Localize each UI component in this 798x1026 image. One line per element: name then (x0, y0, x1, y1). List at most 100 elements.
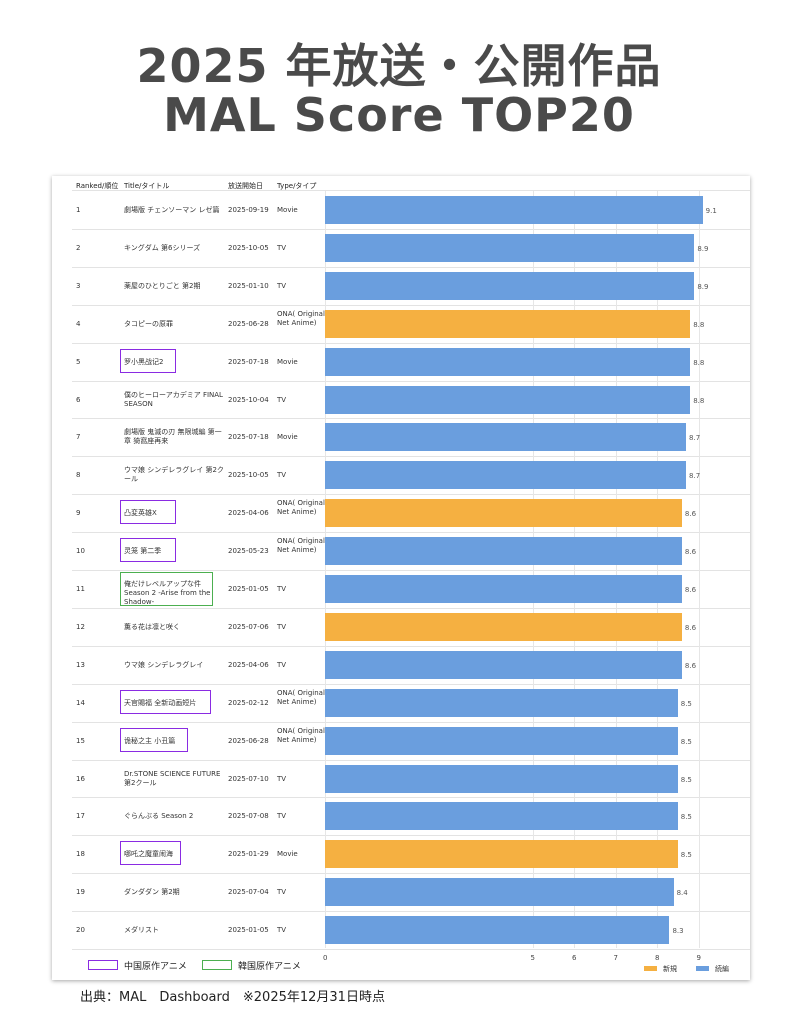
row-divider (72, 304, 750, 306)
legend-sequel-label: 続編 (715, 965, 729, 973)
rank-cell: 17 (76, 812, 85, 821)
header-divider (72, 190, 750, 191)
date-cell: 2025-04-06 (228, 509, 269, 518)
score-bar (325, 916, 670, 945)
score-label: 8.8 (693, 358, 705, 367)
title-cell: 劇場版 鬼滅の刃 無限城編 第一章 猗窩座再来 (124, 428, 222, 446)
table-row: 13 ウマ娘 シンデレラグレイ 2025-04-06 TV (52, 646, 750, 684)
score-bar (325, 878, 674, 907)
score-label: 8.6 (684, 586, 697, 594)
date-cell: 2025-07-06 (228, 622, 269, 631)
score-bar (325, 499, 682, 528)
table-row: 14 天官賜福 全新动画短片 2025-02-12 ONA( Original Net… (52, 684, 750, 722)
row-divider (72, 607, 750, 609)
score-bar (325, 385, 691, 414)
score-bar (325, 612, 682, 641)
table-row: 20 メダリスト 2025-01-05 TV (52, 911, 750, 949)
score-label: 8.9 (697, 244, 709, 253)
x-tick-label: 7 (613, 954, 618, 962)
legend-sequel-swatch (696, 966, 709, 971)
row-divider (72, 721, 750, 723)
date-cell: 2025-07-18 (228, 357, 269, 366)
chinese-origin-highlight (120, 500, 176, 525)
row-divider (72, 494, 750, 496)
type-cell: ONA( Original Net Anime) (277, 688, 325, 706)
rank-cell: 5 (76, 357, 81, 366)
legend-cn-label: 中国原作アニメ (124, 962, 187, 972)
rank-cell: 7 (76, 433, 81, 442)
rank-cell: 1 (76, 206, 81, 214)
score-label: 8.8 (693, 396, 705, 405)
row-divider (72, 759, 750, 761)
table-row: 6 僕のヒーローアカデミア FINAL SEASON 2025-10-04 TV (52, 381, 750, 419)
score-bar (325, 764, 678, 793)
score-bar (325, 575, 682, 603)
date-cell: 2025-10-05 (228, 243, 269, 252)
rank-cell: 9 (76, 509, 81, 518)
title-cell: 诡秘之主 小丑篇 (124, 736, 176, 745)
type-cell: TV (277, 281, 287, 290)
title-cell: 劇場版 チェンソーマン レゼ篇 (124, 206, 220, 214)
date-cell: 2025-05-23 (228, 547, 269, 556)
rank-cell: 3 (76, 281, 81, 290)
title-cell: 灵笼 第二季 (124, 547, 162, 556)
table-row: 4 タコピーの原罪 2025-06-28 ONA( Original Net Anim… (52, 305, 750, 343)
table-row: 12 薫る花は凛と咲く 2025-07-06 TV (52, 608, 750, 646)
title-cell: 薫る花は凛と咲く (124, 622, 180, 631)
date-cell: 2025-01-05 (228, 585, 269, 593)
gridline (615, 191, 617, 948)
type-cell: ONA( Original Net Anime) (277, 309, 325, 327)
score-label: 8.9 (697, 282, 709, 291)
title-cell: ぐらんぶる Season 2 (124, 812, 194, 821)
source-note: 出典：MAL Dashboard ※2025年12月31日時点 (80, 990, 385, 1005)
rank-cell: 12 (76, 622, 85, 631)
korean-origin-highlight (120, 572, 213, 606)
score-bar (325, 688, 678, 717)
type-cell: ONA( Original Net Anime) (277, 726, 325, 744)
row-divider (72, 797, 750, 799)
date-cell: 2025-09-19 (228, 206, 269, 214)
date-cell: 2025-07-04 (228, 888, 269, 897)
legend-new-swatch (644, 966, 657, 971)
type-cell: TV (277, 774, 287, 783)
title-cell: 凸変英雄X (124, 509, 157, 518)
type-cell: TV (277, 243, 287, 252)
type-cell: TV (277, 622, 287, 631)
score-label: 8.5 (680, 699, 692, 708)
rank-cell: 6 (76, 395, 81, 404)
row-divider (72, 380, 750, 382)
score-label: 8.3 (672, 927, 684, 936)
row-divider (72, 456, 750, 458)
score-bar (325, 726, 678, 755)
date-cell: 2025-07-08 (228, 812, 269, 821)
row-divider (72, 949, 750, 950)
type-cell: TV (277, 926, 287, 935)
rank-cell: 2 (76, 243, 81, 252)
score-label: 8.6 (684, 548, 697, 557)
title-cell: ウマ娘 シンデレラグレイ 第2クール (124, 466, 224, 484)
row-divider (72, 342, 750, 344)
type-cell: Movie (277, 850, 298, 859)
type-cell: Movie (277, 206, 298, 214)
chinese-origin-highlight (120, 841, 181, 866)
title-cell: タコピーの原罪 (124, 319, 173, 328)
header-type: Type/タイプ (277, 182, 317, 190)
x-tick-label: 5 (530, 954, 535, 962)
rank-cell: 14 (76, 698, 85, 707)
x-tick-label: 8 (655, 954, 660, 962)
title-cell: 僕のヒーローアカデミア FINAL SEASON (124, 390, 223, 408)
date-cell: 2025-06-28 (228, 736, 269, 745)
chinese-origin-highlight (120, 538, 176, 563)
title-cell: 哪吒之魔童闹海 (124, 850, 173, 859)
score-label: 8.7 (689, 434, 701, 443)
legend-new-label: 新規 (663, 965, 677, 973)
gridline (574, 191, 575, 948)
ranking-table-chart: Ranked/順位 Title/タイトル 放送開始日 Type/タイプ 1 劇場版… (52, 176, 750, 980)
date-cell: 2025-04-06 (228, 660, 269, 669)
date-cell: 2025-01-10 (228, 281, 269, 290)
score-bar (325, 537, 682, 566)
table-row: 15 诡秘之主 小丑篇 2025-06-28 ONA( Original Net An… (52, 722, 750, 760)
rank-cell: 11 (76, 585, 85, 593)
score-label: 8.5 (680, 813, 692, 822)
rank-cell: 10 (76, 547, 85, 556)
